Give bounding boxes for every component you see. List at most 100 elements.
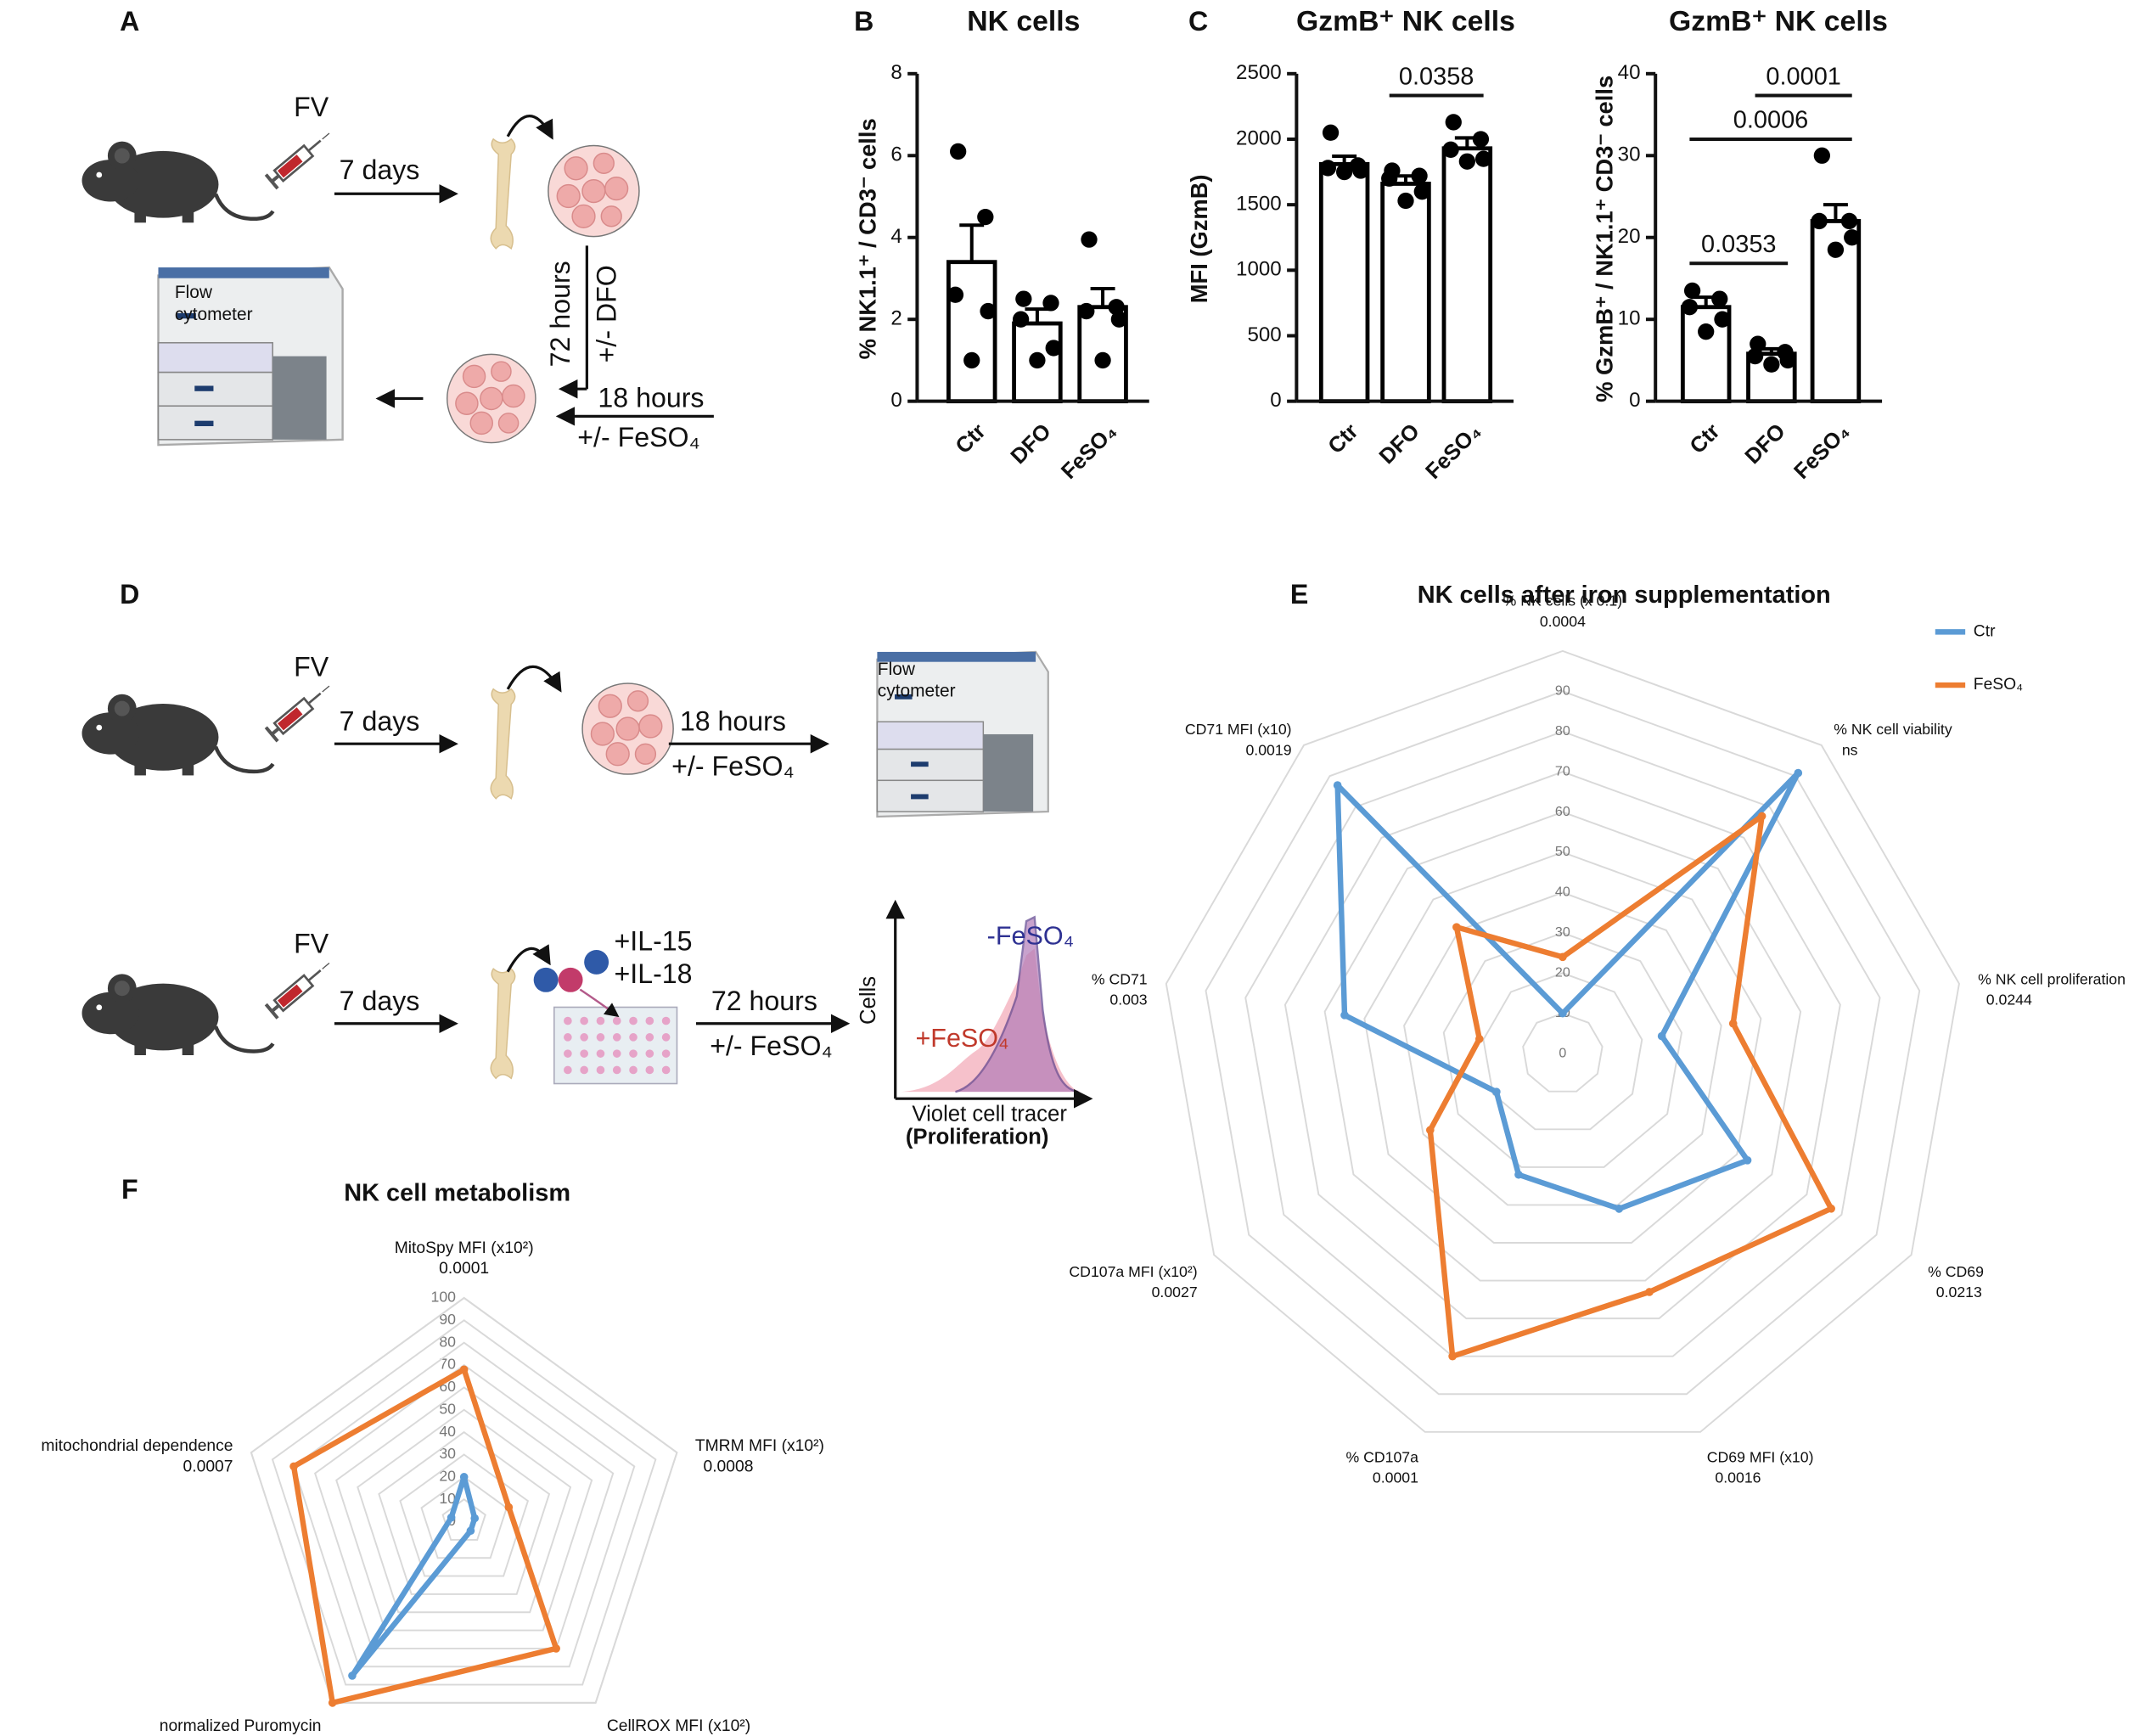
axis-label: % CD71	[1092, 971, 1148, 988]
cytometer-label: cytometer	[175, 305, 253, 324]
grid-ring	[271, 1319, 657, 1686]
grid-ring	[399, 1453, 530, 1577]
radar-line	[1334, 770, 1801, 1212]
axis-label: CD69 MFI (x10)	[1707, 1448, 1814, 1465]
axis-p-value: 0.0001	[439, 1260, 489, 1278]
chart-title: GzmB⁺ NK cells	[1296, 5, 1515, 37]
axis-p-value: 0.0019	[1245, 741, 1291, 758]
radar-point	[1340, 1011, 1349, 1020]
r-tick-label: 0	[1559, 1045, 1566, 1060]
cytometer-label: cytometer	[878, 682, 956, 701]
radar-point	[1448, 1351, 1457, 1361]
error-bar	[959, 223, 985, 262]
injection-label: FV	[294, 92, 329, 122]
radar-point	[348, 1671, 357, 1680]
radar-line	[290, 1367, 559, 1706]
data-point	[1322, 124, 1340, 141]
bar	[1380, 182, 1431, 404]
grid-ring	[250, 1296, 678, 1704]
panel-label: D	[120, 579, 139, 610]
radar-point	[1559, 1008, 1567, 1018]
radar-line	[1427, 813, 1834, 1359]
radar-point	[1492, 1087, 1501, 1097]
radar-point	[1794, 768, 1803, 778]
radar-point	[552, 1644, 560, 1653]
y-tick-label: 20	[1618, 225, 1641, 248]
radar-point	[504, 1503, 514, 1512]
r-tick-label: 40	[1555, 885, 1570, 900]
data-point	[1445, 114, 1462, 131]
radar-point	[1559, 952, 1567, 962]
y-tick-label: 500	[1247, 323, 1281, 346]
data-point	[1844, 229, 1861, 246]
axis-label: % NK cells (x 0.1)	[1503, 593, 1622, 610]
grid-ring	[292, 1341, 636, 1668]
data-point	[1827, 241, 1845, 258]
r-tick-label: 10	[439, 1490, 456, 1507]
injection-label: FV	[294, 929, 329, 959]
radar-point	[447, 1513, 456, 1522]
injection-label: FV	[294, 651, 329, 682]
radar-point	[328, 1699, 337, 1707]
r-tick-label: 100	[431, 1289, 457, 1306]
histogram-curve	[955, 915, 1079, 1093]
data-point	[1045, 340, 1062, 357]
radar-point	[1514, 1170, 1523, 1179]
r-tick-label: 70	[1555, 763, 1570, 778]
data-point	[1683, 282, 1701, 300]
data-point	[1840, 212, 1858, 230]
panel-label: B	[854, 6, 873, 37]
data-point	[1042, 295, 1059, 312]
r-tick-label: 40	[439, 1423, 456, 1440]
legend-label: FeSO₄	[1974, 676, 2023, 694]
treatment-label: +/- DFO	[592, 265, 622, 362]
cell-dish	[581, 683, 674, 775]
cytokine-label: +IL-15	[615, 925, 693, 956]
data-point	[950, 143, 967, 160]
data-point	[1442, 141, 1459, 158]
syringe	[266, 679, 335, 741]
axis-label: MitoSpy MFI (x10²)	[395, 1239, 534, 1257]
x-tick-label: Ctr	[1686, 419, 1725, 458]
axis-p-value: 0.0244	[1986, 992, 2032, 1008]
radar-point	[1474, 1035, 1484, 1043]
radar-frame	[1165, 649, 1960, 1433]
y-tick-label: 40	[1618, 61, 1641, 84]
grid-ring	[420, 1475, 508, 1559]
x-tick-label: Ctr	[952, 419, 991, 458]
grid-ring	[1363, 851, 1762, 1244]
cytokine-label: +IL-18	[615, 958, 693, 989]
axis-label: CD107a MFI (x10²)	[1069, 1263, 1197, 1280]
axis-p-value: 0.003	[1109, 992, 1147, 1008]
panel-label: C	[1188, 6, 1208, 37]
axis-p-value: 0.0001	[1373, 1469, 1418, 1486]
bar	[946, 260, 997, 404]
data-point	[1029, 351, 1046, 369]
y-tick-label: 2500	[1236, 61, 1282, 84]
arrow	[506, 944, 551, 973]
radar-point	[466, 1526, 475, 1536]
data-point	[1397, 192, 1414, 210]
cell	[584, 949, 609, 975]
grid-ring	[335, 1386, 593, 1632]
r-tick-label: 20	[1555, 965, 1570, 980]
r-tick-label: 50	[1555, 844, 1570, 859]
radar-point	[1425, 1126, 1435, 1135]
r-tick-label: 90	[1555, 683, 1570, 699]
r-tick-label: 30	[439, 1445, 456, 1462]
radar-point	[1452, 923, 1461, 932]
grid-ring	[378, 1430, 551, 1595]
error-bar	[1025, 307, 1050, 324]
time-label: 72 hours	[711, 986, 817, 1016]
treatment-label: +/- FeSO₄	[710, 1031, 832, 1061]
time-label: 72 hours	[545, 261, 576, 367]
data-point	[1714, 311, 1731, 328]
y-tick-label: 6	[890, 143, 901, 166]
chart-title: NK cell metabolism	[344, 1179, 570, 1206]
r-tick-label: 90	[439, 1311, 456, 1328]
axis-p-value: 0.0004	[1540, 613, 1586, 630]
y-axis-label: % NK1.1⁺ / CD3⁻ cells	[854, 118, 880, 359]
error-bar	[1823, 203, 1848, 222]
panel-label: E	[1290, 579, 1308, 610]
r-tick-label: 60	[1555, 804, 1570, 819]
